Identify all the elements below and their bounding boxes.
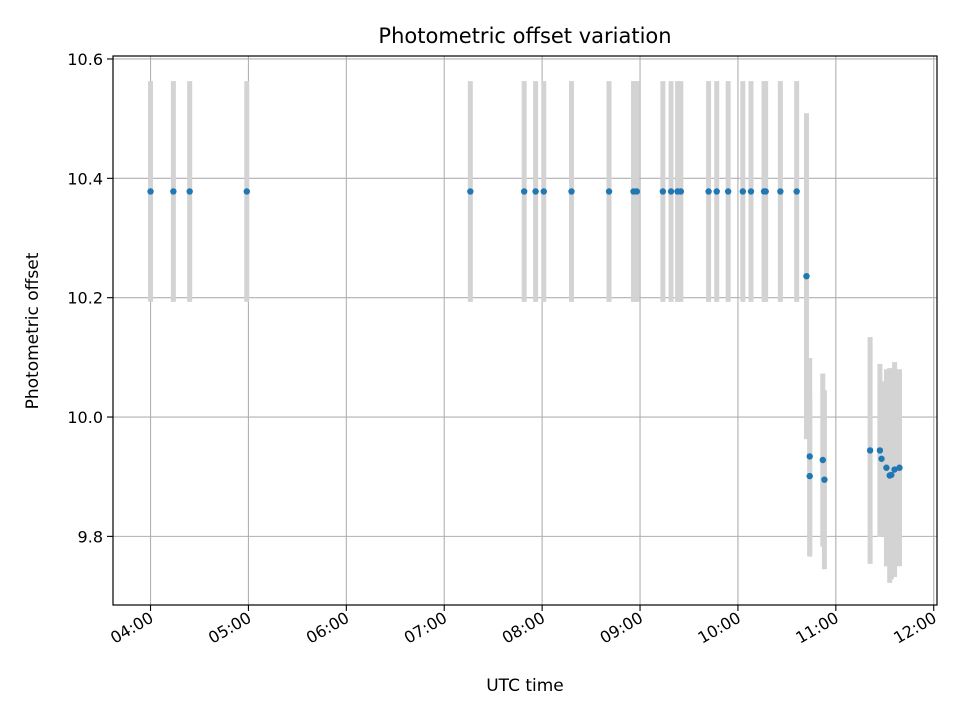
x-axis-label: UTC time (486, 676, 564, 696)
data-point (883, 464, 890, 471)
data-point (803, 272, 810, 280)
data-point (713, 188, 720, 195)
data-point (777, 188, 784, 195)
plot-frame (112, 55, 938, 606)
data-point (520, 188, 528, 195)
data-point (186, 188, 193, 195)
y-tick-label: 9.8 (78, 527, 103, 546)
data-point (568, 188, 575, 195)
data-point (888, 471, 895, 479)
data-point (739, 188, 747, 195)
data-point (677, 188, 685, 195)
data-point (878, 455, 885, 462)
data-point (605, 188, 613, 195)
x-tick-label: 10:00 (695, 608, 744, 648)
y-tick-label: 10.0 (67, 408, 103, 427)
x-tick-label: 04:00 (107, 608, 156, 648)
y-tick-label: 10.6 (67, 50, 103, 69)
data-point (170, 188, 177, 195)
data-point (762, 188, 769, 195)
x-tick-label: 11:00 (792, 608, 841, 648)
error-bars (148, 81, 902, 583)
x-tick-label: 05:00 (205, 608, 254, 648)
data-point (705, 188, 712, 195)
x-tick-label: 12:00 (890, 608, 939, 648)
data-point (821, 476, 828, 483)
data-point (819, 456, 826, 464)
y-tick-label: 10.2 (67, 289, 103, 308)
data-point (540, 188, 547, 195)
y-tick-label: 10.4 (67, 169, 103, 188)
data-point (724, 188, 732, 195)
data-point (243, 188, 250, 195)
data-point (467, 188, 474, 195)
data-point (633, 188, 640, 195)
data-point (747, 188, 755, 195)
y-axis-ticks: 9.8 10.0 10.2 10.4 10.6 (67, 50, 113, 546)
data-point (806, 453, 813, 460)
x-tick-label: 08:00 (499, 608, 548, 648)
data-point (876, 447, 884, 454)
data-point (667, 188, 675, 195)
data-point (793, 188, 800, 195)
data-point (891, 466, 898, 473)
data-point (896, 464, 903, 471)
x-axis-ticks: 04:00 05:00 06:00 07:00 08:00 09:00 10:00 11:00… (107, 605, 940, 648)
y-axis-label: Photometric offset (23, 252, 43, 409)
chart-title: Photometric offset variation (378, 24, 671, 48)
data-point (806, 472, 813, 480)
x-tick-label: 09:00 (597, 608, 646, 648)
data-point (659, 188, 667, 195)
data-points (147, 188, 903, 483)
data-point (866, 447, 874, 454)
x-tick-label: 06:00 (303, 608, 352, 648)
data-point (532, 188, 539, 195)
data-point (147, 188, 154, 195)
x-tick-label: 07:00 (401, 608, 450, 648)
